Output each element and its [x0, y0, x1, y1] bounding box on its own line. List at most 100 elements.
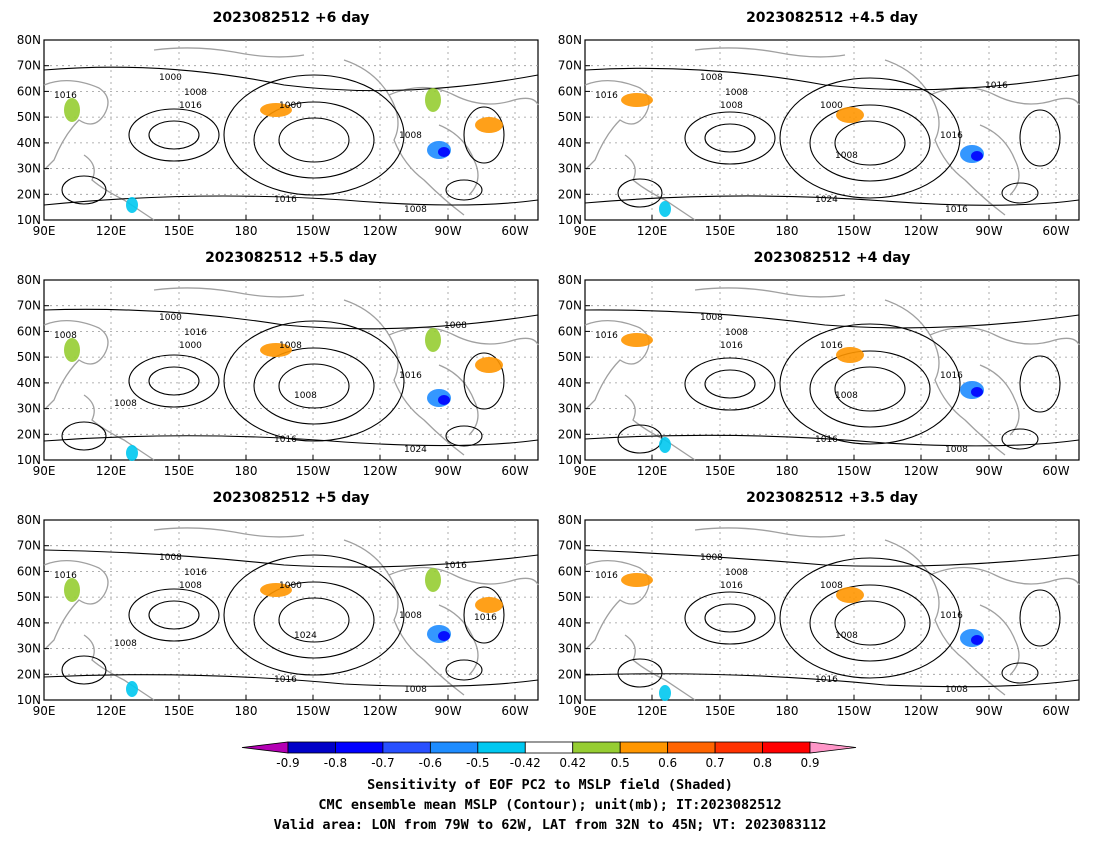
isobar-label: 1016: [985, 81, 1008, 91]
isobar-label: 1000: [159, 73, 182, 83]
isobar-label: 1016: [595, 331, 618, 341]
lat-tick-label: 70N: [17, 539, 41, 553]
lat-tick-label: 40N: [558, 136, 582, 150]
coastline: [343, 299, 465, 456]
lon-tick-label: 90E: [33, 704, 56, 718]
isobar-contour: [584, 195, 1080, 206]
lat-tick-label: 30N: [17, 642, 41, 656]
isobar-label: 1016: [820, 341, 843, 351]
isobar-contour: [223, 554, 405, 676]
isobar-label: 1000: [820, 101, 843, 111]
isobar-label: 1008: [720, 101, 743, 111]
isobar-label: 1008: [159, 553, 182, 563]
isobar-contour: [617, 658, 663, 688]
lat-tick-label: 40N: [558, 376, 582, 390]
isobar-label: 1008: [399, 611, 422, 621]
lon-tick-label: 90E: [574, 224, 597, 238]
lat-tick-label: 80N: [17, 33, 41, 47]
colorbar-label: 0.7: [706, 756, 725, 770]
isobar-contour: [463, 586, 505, 644]
isobar-label: 1016: [595, 571, 618, 581]
coastline: [584, 80, 650, 171]
coastline: [388, 566, 539, 586]
isobar-label: 1008: [945, 685, 968, 695]
colorbar-swatch: [429, 741, 479, 754]
colorbar-label: -0.42: [510, 756, 541, 770]
isobar-label: 1008: [700, 73, 723, 83]
isobar-label: 1024: [815, 195, 838, 205]
isobar-contour: [834, 366, 906, 412]
lat-tick-label: 20N: [558, 187, 582, 201]
lat-tick-label: 30N: [558, 162, 582, 176]
isobar-contour: [463, 106, 505, 164]
isobar-label: 1016: [945, 205, 968, 215]
colorbar-swatch: [619, 741, 669, 754]
isobar-contour: [148, 600, 200, 630]
coastline: [979, 124, 1020, 196]
isobar-label: 1016: [184, 568, 207, 578]
lon-tick-label: 90E: [33, 224, 56, 238]
isobar-label: 1016: [595, 91, 618, 101]
isobar-label: 1000: [159, 313, 182, 323]
colorbar-label: 0.42: [559, 756, 586, 770]
isobar-label: 1016: [399, 371, 422, 381]
lat-tick-label: 40N: [17, 376, 41, 390]
coastline: [153, 47, 305, 58]
coastline: [43, 320, 109, 411]
isobar-contour: [779, 323, 961, 445]
isobar-label: 1000: [179, 341, 202, 351]
lon-tick-label: 150W: [296, 704, 331, 718]
isobar-contour: [128, 108, 220, 162]
isobar-contour: [445, 425, 483, 447]
isobar-label: 1008: [700, 313, 723, 323]
isobar-label: 1008: [820, 581, 843, 591]
panel-frame: [584, 39, 1080, 221]
lon-tick-label: 180: [235, 464, 258, 478]
lat-tick-label: 80N: [558, 273, 582, 287]
lat-tick-label: 80N: [558, 33, 582, 47]
positive-sensitivity-patch: [836, 347, 864, 363]
isobar-contour: [61, 421, 107, 451]
lon-tick-label: 120W: [363, 704, 398, 718]
lat-tick-label: 10N: [558, 213, 582, 227]
panel-frame: [584, 519, 1080, 701]
isobar-label: 1016: [179, 101, 202, 111]
negative-sensitivity-patch: [659, 685, 671, 701]
isobar-label: 1008: [404, 685, 427, 695]
isobar-contour: [43, 66, 539, 92]
isobar-label: 1016: [184, 328, 207, 338]
isobar-contour: [278, 363, 350, 409]
lat-tick-label: 20N: [558, 427, 582, 441]
isobar-label: 1008: [54, 331, 77, 341]
isobar-label: 1008: [184, 88, 207, 98]
lon-tick-label: 180: [776, 704, 799, 718]
lon-tick-label: 180: [776, 464, 799, 478]
colorbar-max-arrow: [809, 741, 857, 754]
positive-sensitivity-patch: [621, 573, 653, 587]
isobar-contour: [684, 591, 776, 645]
negative-sensitivity-patch: [971, 635, 983, 645]
isobar-label: 1008: [114, 399, 137, 409]
lon-tick-label: 60W: [1042, 704, 1069, 718]
lat-tick-label: 20N: [17, 667, 41, 681]
lat-tick-label: 10N: [558, 453, 582, 467]
lon-tick-label: 120E: [637, 464, 668, 478]
lon-tick-label: 90W: [434, 704, 461, 718]
isobar-contour: [584, 549, 1080, 567]
isobar-contour: [223, 74, 405, 196]
negative-sensitivity-patch: [126, 445, 138, 461]
negative-sensitivity-patch: [438, 631, 450, 641]
colorbar-swatch: [714, 741, 763, 754]
coastline: [584, 320, 650, 411]
panel-frame: [584, 279, 1080, 461]
lat-tick-label: 20N: [558, 667, 582, 681]
map-panel: 2023082512 +4 day 1008 1016 1008 1016 1016 101…: [425, 250, 1080, 478]
lon-tick-label: 60W: [501, 464, 528, 478]
positive-sensitivity-patch: [475, 597, 503, 613]
lon-tick-label: 90W: [975, 464, 1002, 478]
coastline: [153, 287, 305, 298]
isobar-label: 1008: [835, 151, 858, 161]
isobar-contour: [1001, 182, 1039, 204]
